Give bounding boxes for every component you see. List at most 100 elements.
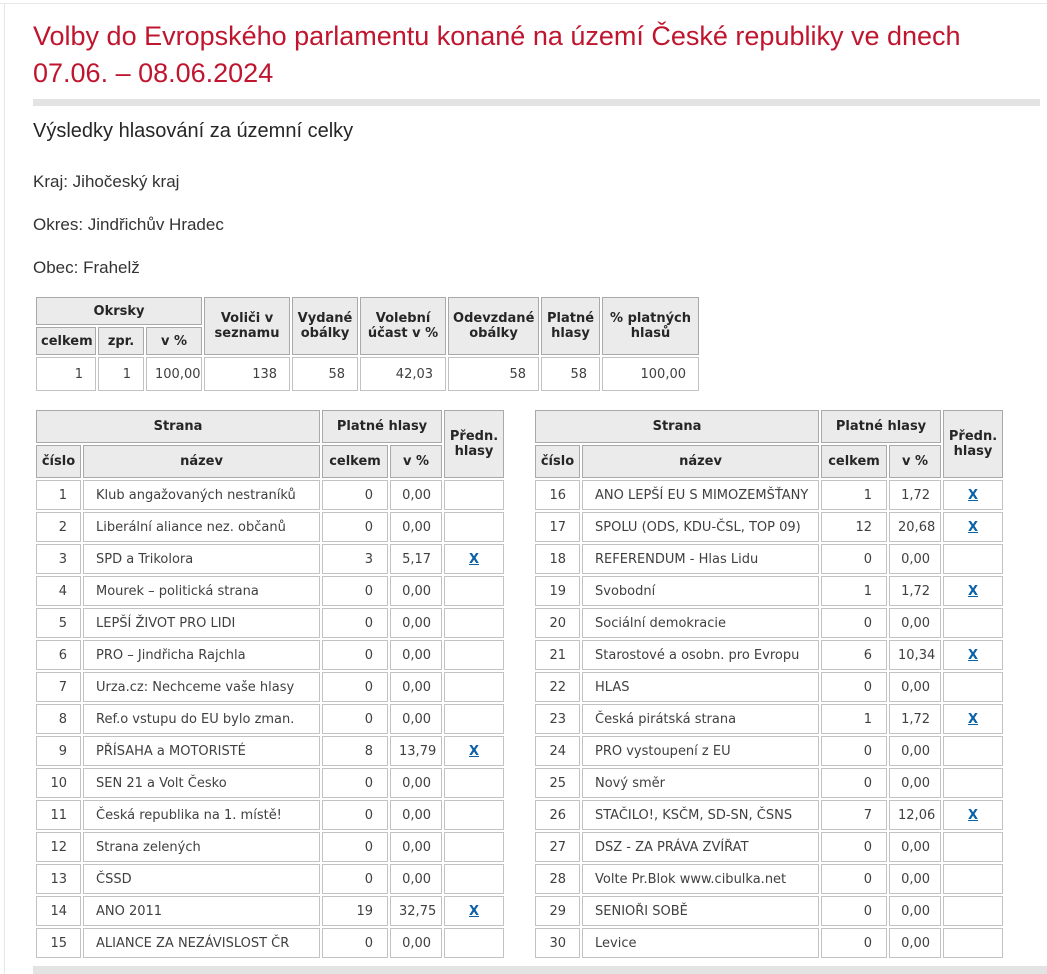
party-row: 24 PRO vystoupení z EU 0 0,00 — [535, 736, 1004, 766]
party-pref-votes-cell — [444, 640, 505, 670]
party-row: 4 Mourek – politická strana 0 0,00 — [36, 576, 505, 606]
party-name-cell: PRO vystoupení z EU — [582, 736, 820, 766]
preferential-votes-link[interactable]: X — [968, 487, 979, 503]
party-row: 1 Klub angažovaných nestraníků 0 0,00 — [36, 480, 505, 510]
party-number-cell: 15 — [36, 928, 81, 958]
party-votes-total-cell: 7 — [821, 800, 888, 830]
party-row: 25 Nový směr 0 0,00 — [535, 768, 1004, 798]
summary-row: 1 1 100,00 138 58 42,03 58 58 100,00 — [36, 357, 700, 391]
bottom-divider — [33, 966, 1047, 974]
preferential-votes-link[interactable]: X — [968, 647, 979, 663]
party-name-cell: Sociální demokracie — [582, 608, 820, 638]
party-header-nazev: název — [83, 445, 321, 478]
party-row: 5 LEPŠÍ ŽIVOT PRO LIDI 0 0,00 — [36, 608, 505, 638]
party-votes-pct-cell: 0,00 — [889, 896, 942, 926]
party-header-predn-hlasy: Předn. hlasy — [444, 410, 505, 478]
preferential-votes-link[interactable]: X — [469, 743, 480, 759]
party-votes-total-cell: 19 — [322, 896, 389, 926]
summary-header-platne-hlasy: Platné hlasy — [541, 297, 601, 355]
party-number-cell: 2 — [36, 512, 81, 542]
summary-header-volici: Voliči v seznamu — [204, 297, 291, 355]
party-header-celkem: celkem — [322, 445, 389, 478]
party-name-cell: Česká republika na 1. místě! — [83, 800, 321, 830]
summary-okrsky-v-pct: 100,00 — [146, 357, 203, 391]
party-pref-votes-cell — [444, 768, 505, 798]
party-name-cell: PRO – Jindřicha Rajchla — [83, 640, 321, 670]
party-number-cell: 30 — [535, 928, 580, 958]
party-votes-total-cell: 0 — [322, 928, 389, 958]
party-pref-votes-cell: X — [943, 704, 1004, 734]
party-row: 7 Urza.cz: Nechceme vaše hlasy 0 0,00 — [36, 672, 505, 702]
party-number-cell: 26 — [535, 800, 580, 830]
party-name-cell: Strana zelených — [83, 832, 321, 862]
party-votes-pct-cell: 0,00 — [889, 768, 942, 798]
party-header-v-pct: v % — [390, 445, 443, 478]
party-name-cell: DSZ - ZA PRÁVA ZVÍŘAT — [582, 832, 820, 862]
party-pref-votes-cell: X — [943, 512, 1004, 542]
party-name-cell: Urza.cz: Nechceme vaše hlasy — [83, 672, 321, 702]
party-name-cell: SENIOŘI SOBĚ — [582, 896, 820, 926]
party-votes-pct-cell: 20,68 — [889, 512, 942, 542]
party-votes-pct-cell: 0,00 — [889, 928, 942, 958]
party-number-cell: 18 — [535, 544, 580, 574]
preferential-votes-link[interactable]: X — [968, 583, 979, 599]
party-votes-pct-cell: 32,75 — [390, 896, 443, 926]
party-name-cell: Ref.o vstupu do EU bylo zman. — [83, 704, 321, 734]
party-votes-pct-cell: 0,00 — [390, 704, 443, 734]
party-number-cell: 10 — [36, 768, 81, 798]
party-votes-total-cell: 0 — [322, 672, 389, 702]
party-number-cell: 24 — [535, 736, 580, 766]
preferential-votes-link[interactable]: X — [968, 711, 979, 727]
party-name-cell: SPD a Trikolora — [83, 544, 321, 574]
party-votes-pct-cell: 0,00 — [390, 640, 443, 670]
party-header-predn-hlasy: Předn. hlasy — [943, 410, 1004, 478]
party-header-platne-hlasy: Platné hlasy — [322, 410, 443, 443]
party-votes-pct-cell: 0,00 — [889, 864, 942, 894]
preferential-votes-link[interactable]: X — [469, 551, 480, 567]
preferential-votes-link[interactable]: X — [968, 807, 979, 823]
party-pref-votes-cell — [943, 768, 1004, 798]
party-header-celkem: celkem — [821, 445, 888, 478]
party-votes-pct-cell: 0,00 — [889, 832, 942, 862]
party-row: 12 Strana zelených 0 0,00 — [36, 832, 505, 862]
party-number-cell: 29 — [535, 896, 580, 926]
party-header-platne-hlasy: Platné hlasy — [821, 410, 942, 443]
party-row: 9 PŘÍSAHA a MOTORISTÉ 8 13,79 X — [36, 736, 505, 766]
party-votes-total-cell: 0 — [322, 608, 389, 638]
party-name-cell: Starostové a osobn. pro Evropu — [582, 640, 820, 670]
party-pref-votes-cell — [444, 512, 505, 542]
municipality-line: Obec: Frahelž — [33, 258, 140, 277]
party-name-cell: Liberální aliance nez. občanů — [83, 512, 321, 542]
party-name-cell: SPOLU (ODS, KDU-ČSL, TOP 09) — [582, 512, 820, 542]
preferential-votes-link[interactable]: X — [968, 519, 979, 535]
party-votes-pct-cell: 1,72 — [889, 576, 942, 606]
page-top-edge — [0, 3, 1047, 4]
party-row: 28 Volte Pr.Blok www.cibulka.net 0 0,00 — [535, 864, 1004, 894]
party-number-cell: 20 — [535, 608, 580, 638]
party-pref-votes-cell — [444, 480, 505, 510]
party-number-cell: 6 — [36, 640, 81, 670]
party-name-cell: ALIANCE ZA NEZÁVISLOST ČR — [83, 928, 321, 958]
party-row: 30 Levice 0 0,00 — [535, 928, 1004, 958]
party-row: 19 Svobodní 1 1,72 X — [535, 576, 1004, 606]
party-name-cell: SEN 21 a Volt Česko — [83, 768, 321, 798]
party-votes-total-cell: 0 — [821, 608, 888, 638]
party-votes-total-cell: 0 — [322, 480, 389, 510]
party-votes-total-cell: 0 — [322, 864, 389, 894]
party-pref-votes-cell — [943, 832, 1004, 862]
party-votes-total-cell: 1 — [821, 576, 888, 606]
party-votes-pct-cell: 0,00 — [390, 576, 443, 606]
party-votes-total-cell: 0 — [821, 928, 888, 958]
party-pref-votes-cell — [943, 896, 1004, 926]
party-pref-votes-cell — [943, 672, 1004, 702]
party-row: 20 Sociální demokracie 0 0,00 — [535, 608, 1004, 638]
party-number-cell: 3 — [36, 544, 81, 574]
preferential-votes-link[interactable]: X — [469, 903, 480, 919]
party-name-cell: LEPŠÍ ŽIVOT PRO LIDI — [83, 608, 321, 638]
summary-okrsky-celkem: 1 — [36, 357, 96, 391]
party-row: 18 REFERENDUM - Hlas Lidu 0 0,00 — [535, 544, 1004, 574]
party-votes-pct-cell: 0,00 — [390, 864, 443, 894]
party-header-v-pct: v % — [889, 445, 942, 478]
party-votes-total-cell: 0 — [322, 640, 389, 670]
party-votes-pct-cell: 0,00 — [390, 512, 443, 542]
